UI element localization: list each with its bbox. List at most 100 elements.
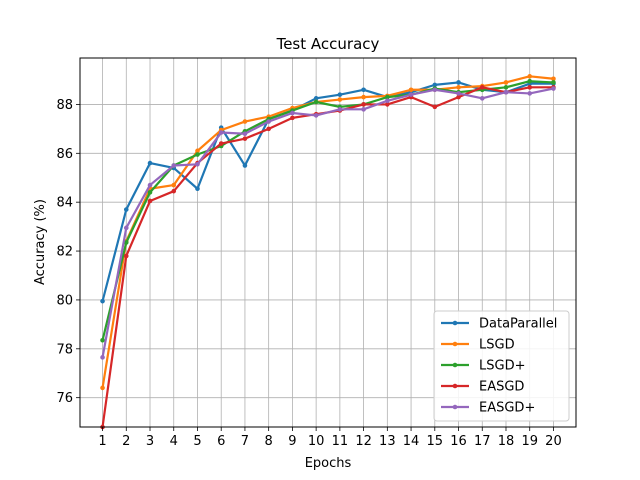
data-point-easgd-plus bbox=[147, 182, 153, 188]
data-point-easgd bbox=[432, 104, 438, 110]
legend-label-easgd-plus: EASGD+ bbox=[479, 401, 535, 416]
data-point-lsgd bbox=[503, 80, 509, 85]
legend: DataParallel LSGD LSGD+ EASGD EASGD+ bbox=[433, 310, 570, 422]
data-point-easgd bbox=[527, 85, 533, 90]
x-tick-label: 5 bbox=[193, 434, 201, 449]
legend-label-lsgd-plus: LSGD+ bbox=[479, 359, 525, 374]
axis-ticks: 1 2 3 4 5 6 7 8 9 10 11 12 13 14 15 16 17 18 19 20767880828… bbox=[56, 98, 561, 449]
data-point-lsgd-plus bbox=[385, 94, 390, 100]
data-point-easgd-plus bbox=[290, 110, 295, 116]
legend-label-dataparallel: DataParallel bbox=[479, 317, 557, 332]
chart-title: Test Accuracy bbox=[276, 35, 380, 53]
data-point-dataparallel bbox=[456, 80, 461, 85]
x-tick-label: 18 bbox=[498, 434, 515, 449]
data-point-easgd bbox=[147, 198, 153, 204]
data-point-lsgd-plus bbox=[551, 80, 556, 85]
series-line-lsgd bbox=[101, 75, 554, 389]
x-tick-label: 12 bbox=[355, 434, 372, 449]
x-tick-label: 7 bbox=[241, 434, 249, 449]
data-point-easgd-plus bbox=[527, 91, 533, 96]
legend-label-lsgd: LSGD bbox=[479, 338, 515, 353]
series-line-easgd-plus bbox=[101, 87, 554, 358]
x-tick-label: 9 bbox=[288, 434, 296, 449]
legend-marker-easgd-plus bbox=[452, 404, 458, 410]
data-point-dataparallel bbox=[147, 160, 153, 166]
legend-marker-dataparallel bbox=[452, 320, 458, 326]
y-tick-label: 88 bbox=[56, 98, 73, 113]
data-point-easgd bbox=[456, 94, 461, 100]
data-point-easgd bbox=[242, 136, 248, 141]
data-point-easgd-plus bbox=[551, 86, 556, 91]
legend-marker-lsgd-plus bbox=[452, 362, 458, 368]
data-point-easgd-plus bbox=[408, 92, 414, 97]
data-point-easgd-plus bbox=[361, 107, 366, 112]
data-point-easgd-plus bbox=[171, 163, 177, 168]
data-point-dataparallel bbox=[432, 82, 438, 88]
data-point-easgd-plus bbox=[432, 87, 438, 93]
data-point-lsgd bbox=[171, 182, 177, 188]
x-tick-label: 13 bbox=[379, 434, 396, 449]
data-point-dataparallel bbox=[242, 163, 248, 168]
data-point-easgd-plus bbox=[195, 162, 200, 167]
data-point-dataparallel bbox=[100, 298, 105, 304]
data-point-lsgd-plus bbox=[123, 240, 129, 245]
x-tick-label: 3 bbox=[146, 434, 154, 449]
data-point-easgd bbox=[218, 141, 224, 146]
data-point-lsgd bbox=[456, 85, 461, 90]
data-point-easgd-plus bbox=[313, 113, 319, 118]
x-tick-label: 20 bbox=[545, 434, 562, 449]
data-point-easgd bbox=[361, 102, 366, 107]
data-point-easgd bbox=[290, 115, 295, 121]
legend-box bbox=[433, 310, 570, 422]
legend-marker-easgd bbox=[452, 383, 458, 389]
data-point-easgd bbox=[479, 85, 485, 90]
x-tick-label: 17 bbox=[474, 434, 491, 449]
x-axis-label: Epochs bbox=[305, 456, 352, 471]
data-point-lsgd bbox=[361, 94, 366, 100]
x-tick-label: 10 bbox=[308, 434, 325, 449]
data-point-lsgd-plus bbox=[313, 99, 319, 105]
data-point-lsgd bbox=[337, 97, 343, 102]
data-point-lsgd-plus bbox=[147, 190, 153, 195]
y-tick-label: 78 bbox=[56, 342, 73, 357]
data-point-lsgd-plus bbox=[527, 78, 533, 84]
data-point-easgd-plus bbox=[266, 119, 271, 124]
data-point-lsgd bbox=[242, 119, 248, 124]
data-point-easgd-plus bbox=[456, 91, 461, 96]
data-point-easgd-plus bbox=[100, 355, 105, 360]
data-point-dataparallel bbox=[337, 92, 343, 97]
x-tick-label: 6 bbox=[217, 434, 225, 449]
y-tick-label: 80 bbox=[56, 293, 73, 308]
data-point-dataparallel bbox=[361, 87, 366, 93]
data-point-dataparallel bbox=[313, 96, 319, 101]
x-tick-label: 15 bbox=[427, 434, 444, 449]
data-point-lsgd bbox=[408, 87, 414, 93]
data-point-easgd bbox=[123, 253, 129, 259]
data-point-easgd-plus bbox=[218, 130, 224, 135]
legend-marker-lsgd bbox=[452, 341, 458, 347]
y-tick-label: 82 bbox=[56, 245, 73, 260]
data-point-lsgd-plus bbox=[100, 337, 105, 343]
x-tick-label: 14 bbox=[403, 434, 420, 449]
data-point-dataparallel bbox=[195, 186, 200, 192]
data-point-easgd-plus bbox=[337, 107, 343, 112]
data-point-easgd-plus bbox=[479, 96, 485, 101]
data-point-easgd bbox=[171, 188, 177, 194]
y-tick-label: 76 bbox=[56, 391, 73, 406]
y-tick-label: 84 bbox=[56, 196, 73, 211]
data-point-lsgd-plus bbox=[195, 152, 200, 157]
series-line-lsgd-plus bbox=[101, 80, 554, 341]
y-axis-label: Accuracy (%) bbox=[33, 199, 48, 285]
data-point-easgd-plus bbox=[123, 225, 129, 231]
data-point-dataparallel bbox=[123, 207, 129, 212]
data-point-lsgd bbox=[551, 76, 556, 82]
plot-frame bbox=[79, 57, 577, 428]
y-tick-label: 86 bbox=[56, 147, 73, 162]
x-tick-label: 16 bbox=[450, 434, 467, 449]
data-point-easgd bbox=[385, 102, 390, 107]
series-lines bbox=[100, 74, 556, 430]
x-tick-label: 2 bbox=[122, 434, 130, 449]
x-tick-label: 4 bbox=[170, 434, 178, 449]
